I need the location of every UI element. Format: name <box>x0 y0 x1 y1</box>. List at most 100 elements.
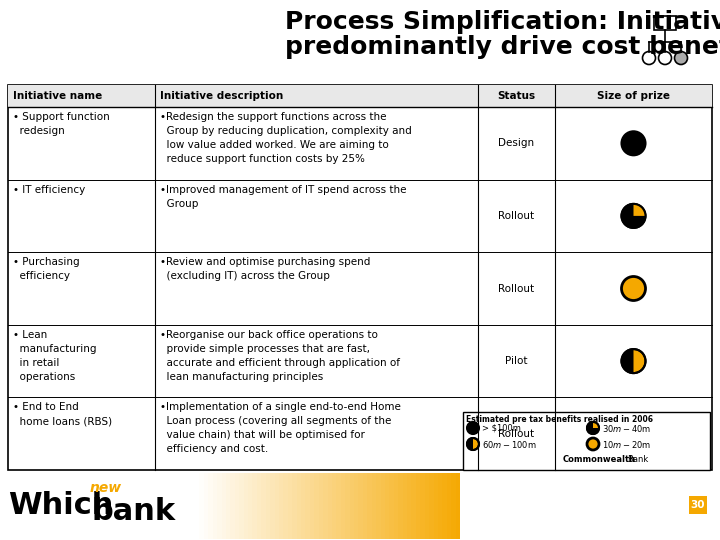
Bar <box>319 473 323 539</box>
Circle shape <box>621 204 646 228</box>
Text: Pilot: Pilot <box>505 356 528 366</box>
FancyBboxPatch shape <box>8 85 712 470</box>
Bar <box>332 473 336 539</box>
Bar <box>416 473 420 539</box>
Bar <box>195 473 199 539</box>
Circle shape <box>587 422 599 434</box>
Wedge shape <box>467 438 473 450</box>
Bar <box>398 473 402 539</box>
Bar <box>433 473 438 539</box>
Wedge shape <box>621 349 634 373</box>
Bar <box>411 473 416 539</box>
Bar <box>372 473 376 539</box>
Circle shape <box>642 51 655 64</box>
Circle shape <box>621 422 646 446</box>
Circle shape <box>467 422 479 434</box>
Bar <box>235 473 239 539</box>
Bar <box>226 473 230 539</box>
Circle shape <box>587 438 599 450</box>
Bar <box>367 473 372 539</box>
Bar <box>456 473 460 539</box>
Bar <box>385 473 390 539</box>
Text: Initiative description: Initiative description <box>160 91 283 101</box>
Bar <box>305 473 310 539</box>
Bar <box>442 473 446 539</box>
Text: Size of prize: Size of prize <box>597 91 670 101</box>
Text: Rollout: Rollout <box>498 429 534 438</box>
Text: Initiative name: Initiative name <box>13 91 102 101</box>
Bar <box>208 473 212 539</box>
Bar <box>354 473 359 539</box>
Text: • Purchasing
  efficiency: • Purchasing efficiency <box>13 257 80 281</box>
Bar <box>204 473 208 539</box>
Wedge shape <box>593 422 599 428</box>
Wedge shape <box>634 204 646 216</box>
FancyBboxPatch shape <box>463 412 710 470</box>
Bar <box>222 473 226 539</box>
Text: $30m - $40m: $30m - $40m <box>602 422 651 434</box>
Text: Status: Status <box>498 91 536 101</box>
Bar <box>323 473 328 539</box>
Bar <box>292 473 297 539</box>
Text: Bank: Bank <box>627 455 648 464</box>
Bar <box>341 473 345 539</box>
Bar <box>257 473 261 539</box>
Bar <box>261 473 266 539</box>
Bar <box>284 473 288 539</box>
Text: • IT efficiency: • IT efficiency <box>13 185 85 194</box>
Text: •Redesign the support functions across the
  Group by reducing duplication, comp: •Redesign the support functions across t… <box>160 112 412 164</box>
Bar <box>8 85 712 107</box>
Bar <box>363 473 367 539</box>
Bar <box>314 473 319 539</box>
Bar <box>350 473 354 539</box>
Bar <box>248 473 253 539</box>
Text: 30: 30 <box>690 500 706 510</box>
Bar <box>402 473 407 539</box>
Text: •Improved management of IT spend across the
  Group: •Improved management of IT spend across … <box>160 185 407 208</box>
Circle shape <box>621 349 646 373</box>
Bar <box>345 473 350 539</box>
Bar <box>376 473 380 539</box>
Bar <box>266 473 270 539</box>
Bar <box>270 473 274 539</box>
Circle shape <box>467 438 479 450</box>
Text: $10m - $20m: $10m - $20m <box>602 438 651 449</box>
Text: •Implementation of a single end-to-end Home
  Loan process (covering all segment: •Implementation of a single end-to-end H… <box>160 402 401 454</box>
Bar <box>279 473 284 539</box>
Bar <box>425 473 429 539</box>
Text: Process Simplification: Initiatives: Process Simplification: Initiatives <box>285 10 720 34</box>
Circle shape <box>621 276 646 300</box>
FancyBboxPatch shape <box>654 16 676 30</box>
Text: •Reorganise our back office operations to
  provide simple processes that are fa: •Reorganise our back office operations t… <box>160 330 400 382</box>
Bar <box>336 473 341 539</box>
Bar <box>230 473 235 539</box>
Text: bank: bank <box>92 497 176 526</box>
Bar <box>274 473 279 539</box>
Bar <box>446 473 451 539</box>
Text: predominantly drive cost benefits: predominantly drive cost benefits <box>285 35 720 59</box>
Text: •Review and optimise purchasing spend
  (excluding IT) across the Group: •Review and optimise purchasing spend (e… <box>160 257 370 281</box>
Bar <box>243 473 248 539</box>
Bar <box>217 473 222 539</box>
Bar <box>451 473 456 539</box>
Bar <box>212 473 217 539</box>
Text: • End to End
  home loans (RBS): • End to End home loans (RBS) <box>13 402 112 427</box>
Bar <box>380 473 385 539</box>
Circle shape <box>659 51 672 64</box>
Bar <box>301 473 305 539</box>
Bar <box>297 473 301 539</box>
Text: • Support function
  redesign: • Support function redesign <box>13 112 109 136</box>
Text: > $100m: > $100m <box>482 423 521 433</box>
Circle shape <box>621 131 646 156</box>
Bar <box>407 473 411 539</box>
Circle shape <box>675 51 688 64</box>
Bar <box>310 473 314 539</box>
Text: Commonwealth: Commonwealth <box>563 455 636 464</box>
Bar <box>394 473 398 539</box>
Bar <box>438 473 442 539</box>
Text: new: new <box>90 481 122 495</box>
Text: Rollout: Rollout <box>498 211 534 221</box>
Bar <box>429 473 433 539</box>
Text: Rollout: Rollout <box>498 284 534 294</box>
Text: Estimated pre tax benefits realised in 2006: Estimated pre tax benefits realised in 2… <box>466 415 653 424</box>
